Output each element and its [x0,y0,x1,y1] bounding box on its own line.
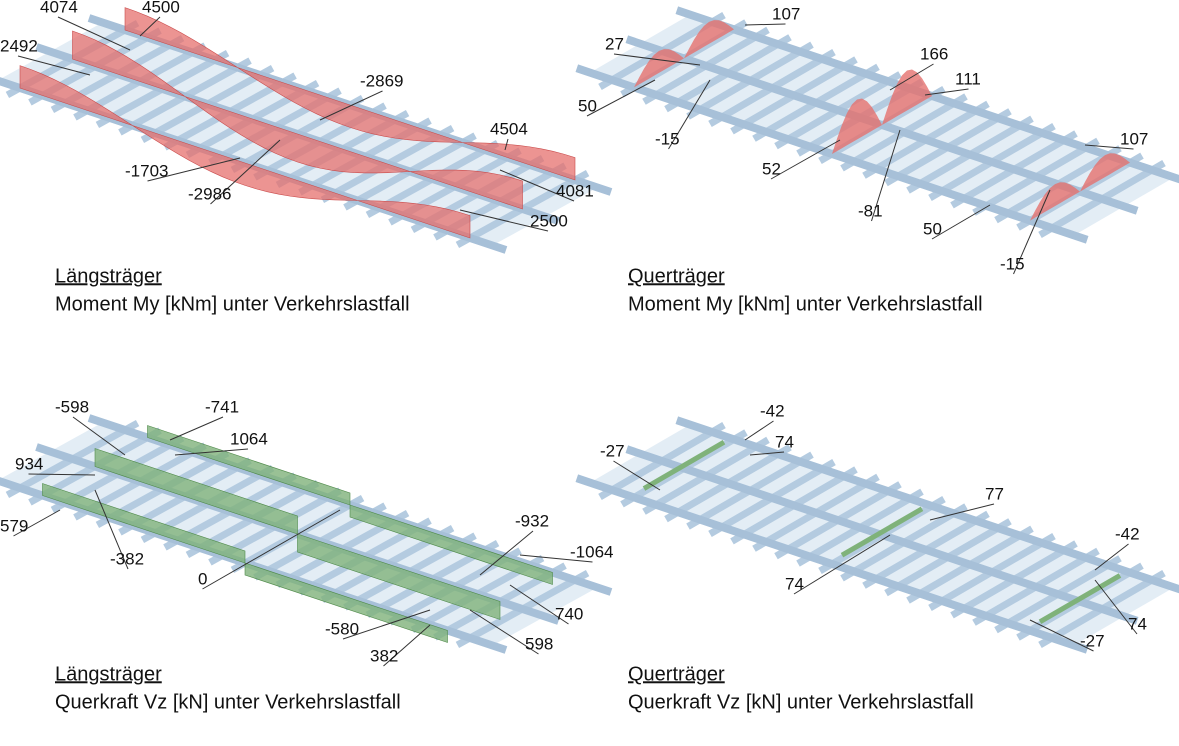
result-label: 111 [955,69,981,88]
result-label: 4504 [490,119,528,138]
result-label: -932 [515,511,549,530]
result-label: 107 [772,4,800,23]
result-label: 1064 [230,429,268,448]
result-label: 4081 [556,181,594,200]
result-label: -42 [1115,524,1140,543]
result-label: 50 [578,96,597,115]
panel-subtitle: Moment My [kNm] unter Verkehrslastfall [628,293,983,315]
result-label: -15 [655,129,680,148]
result-label: -382 [110,549,144,568]
leader-line [745,421,774,440]
result-label: 4500 [142,0,180,16]
result-label: 166 [920,44,948,63]
figure: 4074 4500 2492 -2869 4504 -1703 4081 -2986 2500 L… [0,0,1179,746]
main-girder [627,449,1137,621]
result-label: 74 [1128,614,1147,633]
result-label: -81 [858,201,883,220]
leader-line [170,417,223,440]
result-label: -598 [55,397,89,416]
result-label: -27 [600,441,625,460]
panel-title: Querträger [628,265,725,287]
result-label: -2869 [360,71,403,90]
result-label: -580 [325,619,359,638]
result-label: 27 [605,34,624,53]
result-label: 77 [985,484,1004,503]
result-label: 2500 [530,211,568,230]
result-label: 934 [15,454,43,473]
leader-line [745,24,786,25]
panel-subtitle: Querkraft Vz [kN] unter Verkehrslastfall [55,691,401,713]
panel-title: Längsträger [55,663,162,685]
result-label: -42 [760,401,785,420]
panel-subtitle: Moment My [kNm] unter Verkehrslastfall [55,293,410,315]
result-label: 74 [785,574,804,593]
panel: -598 -741 1064 934 579 -382 0 -932 -1064 740 -580 5… [0,397,613,713]
result-label: -15 [1000,254,1025,273]
panel-title: Querträger [628,663,725,685]
result-label: -741 [205,397,239,416]
panel: 107 27 166 111 50 -15 107 52 -81 50 -15 Querträger M… [577,4,1179,315]
result-label: 598 [525,634,553,653]
result-label: 0 [198,569,207,588]
result-label: 74 [775,432,794,451]
result-label: 52 [762,159,781,178]
result-label: -2986 [188,184,231,203]
result-label: 579 [0,516,28,535]
result-label: 740 [555,604,583,623]
panel: 4074 4500 2492 -2869 4504 -1703 4081 -2986 2500 L… [0,0,611,315]
result-label: 4074 [40,0,78,16]
result-label: 382 [370,646,398,665]
result-label: -27 [1080,631,1105,650]
result-label: -1064 [570,542,613,561]
result-label: -1703 [125,161,168,180]
result-label: 107 [1120,129,1148,148]
result-label: 50 [923,219,942,238]
panel-subtitle: Querkraft Vz [kN] unter Verkehrslastfall [628,691,974,713]
result-label: 2492 [0,36,38,55]
panel: -42 -27 74 77 74 -42 74 -27 Querträger Querkraft … [577,401,1179,713]
panel-title: Längsträger [55,265,162,287]
